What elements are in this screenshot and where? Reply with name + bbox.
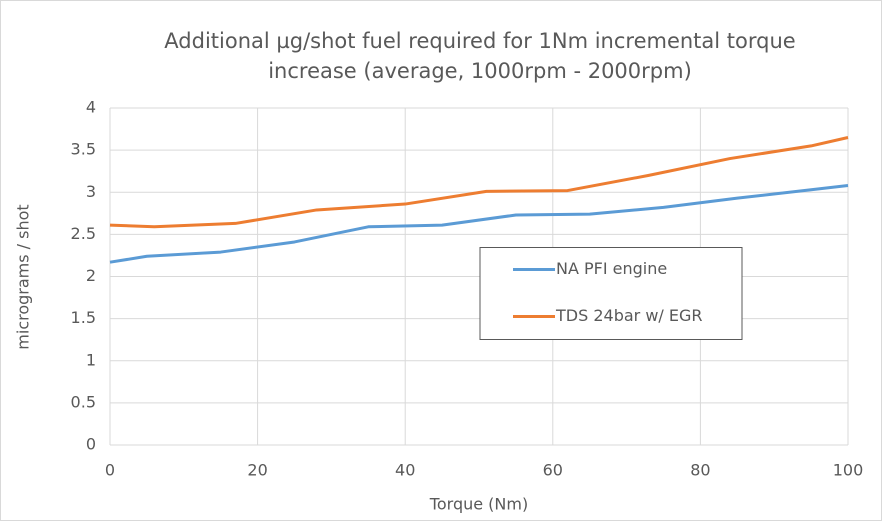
x-tick-label: 20 xyxy=(247,461,267,480)
x-tick-label: 60 xyxy=(543,461,563,480)
chart-title: Additional µg/shot fuel required for 1Nm… xyxy=(164,29,795,53)
y-tick-label: 1.5 xyxy=(71,308,96,327)
chart-title: increase (average, 1000rpm - 2000rpm) xyxy=(268,59,692,83)
x-tick-label: 0 xyxy=(105,461,115,480)
y-axis-label: micrograms / shot xyxy=(14,204,33,349)
legend-label: TDS 24bar w/ EGR xyxy=(555,306,703,325)
x-axis-label: Torque (Nm) xyxy=(429,495,528,514)
x-tick-label: 40 xyxy=(395,461,415,480)
y-tick-label: 3 xyxy=(86,182,96,201)
y-tick-label: 0.5 xyxy=(71,392,96,411)
x-tick-label: 100 xyxy=(833,461,864,480)
x-tick-label: 80 xyxy=(690,461,710,480)
y-tick-label: 2 xyxy=(86,266,96,285)
y-tick-label: 4 xyxy=(86,98,96,117)
y-tick-label: 1 xyxy=(86,350,96,369)
line-series xyxy=(109,136,849,229)
line-series xyxy=(109,184,849,264)
y-tick-label: 0 xyxy=(86,435,96,454)
legend-box xyxy=(479,247,743,340)
legend-label: NA PFI engine xyxy=(556,259,667,278)
y-tick-label: 2.5 xyxy=(71,224,96,243)
y-tick-label: 3.5 xyxy=(71,140,96,159)
